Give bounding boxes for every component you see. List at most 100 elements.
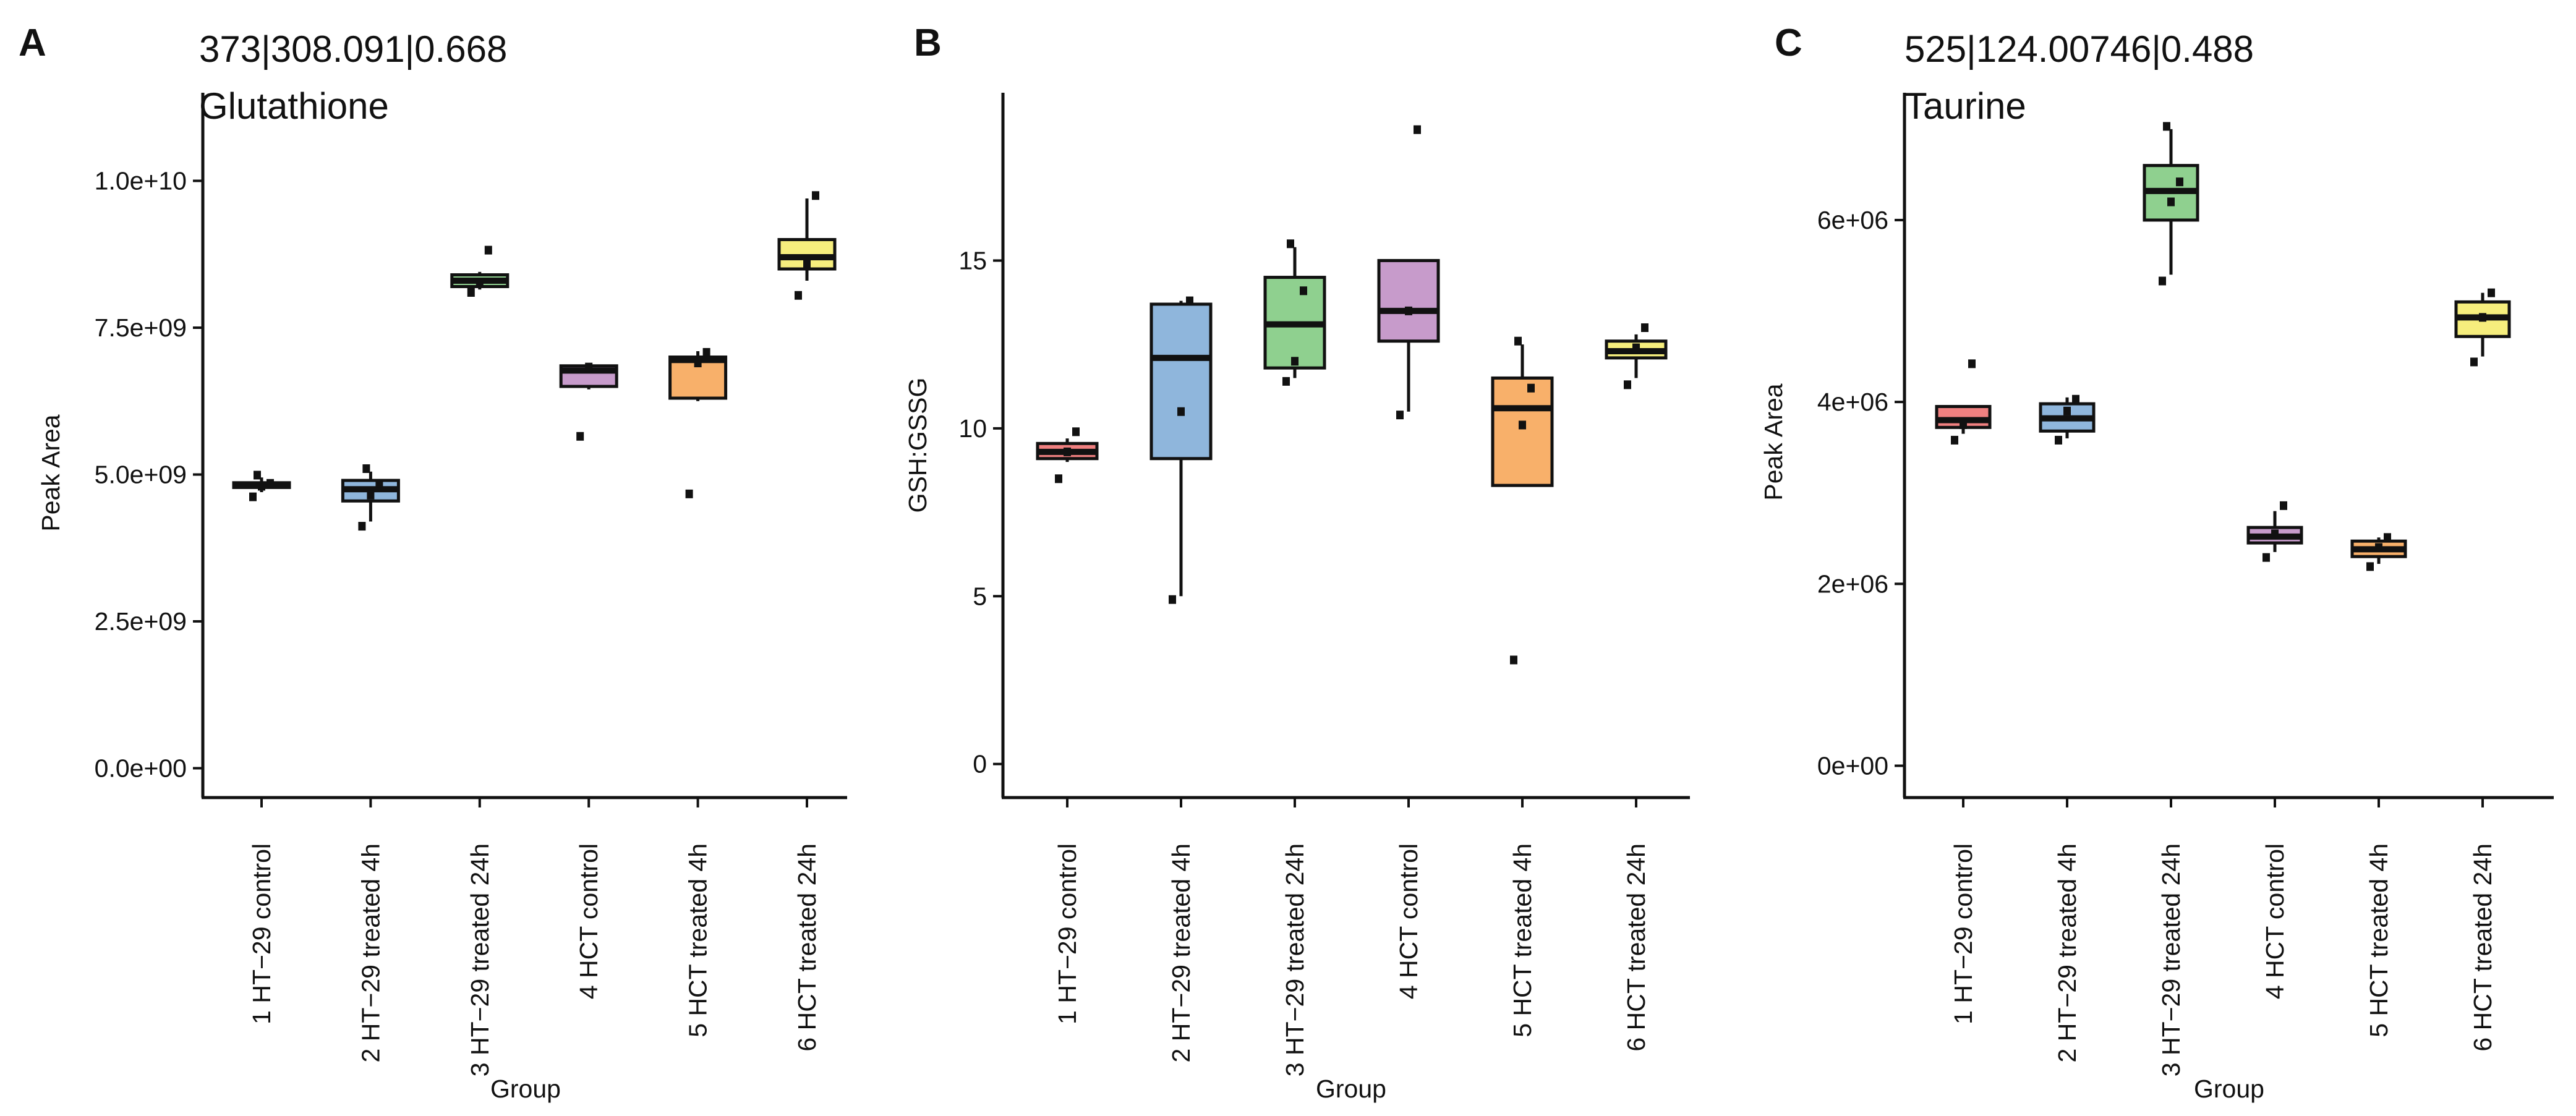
panel-c-group-label: 6 HCT treated 24h xyxy=(2468,843,2497,1052)
panel-a-data-point xyxy=(254,471,261,480)
panel-c-y-tick-label: 4e+06 xyxy=(1817,388,1888,416)
panel-letter-c: C xyxy=(1775,22,1802,64)
panel-c: C 525|124.00746|0.488 Taurine Peak Area … xyxy=(1759,22,2554,1103)
panel-b-data-point xyxy=(1064,447,1071,456)
panel-a-title-id: 373|308.091|0.668 xyxy=(199,28,507,70)
panel-c-group-label: 2 HT−29 treated 4h xyxy=(2053,843,2081,1062)
panel-b-data-point xyxy=(1072,427,1080,437)
panel-b-data-point xyxy=(1055,474,1062,483)
panel-b-data-point xyxy=(1396,411,1404,420)
panel-c-group-label: 5 HCT treated 4h xyxy=(2365,843,2393,1037)
panel-b-data-point xyxy=(1624,380,1631,390)
panel-a-data-point xyxy=(795,291,802,300)
panel-c-data-point xyxy=(2488,288,2495,297)
panel-b-data-point xyxy=(1632,343,1640,352)
panel-c-data-point xyxy=(1951,435,1958,445)
panel-letter-b: B xyxy=(914,22,942,64)
panel-a-data-point xyxy=(803,258,811,268)
panel-c-data-point xyxy=(2055,435,2062,445)
panel-b-data-point xyxy=(1291,357,1299,366)
panel-c-data-point xyxy=(2167,197,2175,207)
panel-c-data-point xyxy=(1968,359,1976,368)
panel-b-group-label: 1 HT−29 control xyxy=(1053,843,1081,1024)
panel-a-data-point xyxy=(702,347,710,357)
panel-a-data-point xyxy=(358,522,366,531)
panel-c-data-point xyxy=(2271,529,2279,539)
panel-c-data-point xyxy=(1960,420,1967,429)
panel-c-data-point xyxy=(2176,177,2183,187)
panel-a-y-tick-label: 7.5e+09 xyxy=(95,313,187,342)
panel-a-y-tick-label: 5.0e+09 xyxy=(95,461,187,489)
panel-c-data-point xyxy=(2159,276,2166,286)
panel-b-box xyxy=(1149,302,1213,461)
panel-c-data-point xyxy=(2384,533,2391,542)
panel-a-x-axis-label: Group xyxy=(490,1075,561,1103)
panel-a-group-label: 2 HT−29 treated 4h xyxy=(356,843,385,1062)
panel-letter-a: A xyxy=(19,22,46,64)
panel-c-y-tick-label: 6e+06 xyxy=(1817,206,1888,234)
panel-c-y-axis-label: Peak Area xyxy=(1759,383,1788,500)
panel-b-data-point xyxy=(1169,595,1176,604)
panel-c-x-axis-label: Group xyxy=(2194,1075,2264,1103)
panel-b-data-point xyxy=(1527,383,1535,393)
panel-a-group-label: 4 HCT control xyxy=(574,843,603,999)
panel-c-y-tick-label: 2e+06 xyxy=(1817,569,1888,598)
panel-b-y-axis-label: GSH:GSSG xyxy=(903,378,932,513)
panel-c-data-point xyxy=(2263,553,2270,562)
panel-a-data-point xyxy=(476,279,484,288)
panel-b-group-label: 4 HCT control xyxy=(1394,843,1423,999)
panel-a-y-tick-label: 0.0e+00 xyxy=(95,754,187,783)
panel-a-data-point xyxy=(367,490,375,500)
panel-b-group-label: 6 HCT treated 24h xyxy=(1622,843,1650,1052)
panel-b-data-point xyxy=(1405,306,1412,315)
panel-a-data-point xyxy=(362,464,370,473)
panel-a-data-point xyxy=(685,489,693,498)
panel-b-y-tick-label: 10 xyxy=(958,414,987,443)
panel-c-data-point xyxy=(2280,501,2287,510)
panel-c-data-point xyxy=(2063,406,2071,415)
panel-b: B GSH:GSSG Group 0 5 10 15 1 HT−29 control 2… xyxy=(903,22,1690,1103)
panel-a-group-label: 5 HCT treated 4h xyxy=(684,843,712,1037)
panel-b-data-point xyxy=(1282,377,1290,386)
panel-a-data-point xyxy=(267,479,274,488)
panel-a: A 373|308.091|0.668 Glutathione Peak Are… xyxy=(19,22,847,1103)
panel-a-data-point xyxy=(694,359,702,367)
panel-a-data-point xyxy=(467,288,475,297)
panel-a-group-label: 3 HT−29 treated 24h xyxy=(466,843,494,1076)
panel-c-data-point xyxy=(2072,394,2079,404)
panel-a-data-point xyxy=(258,482,265,491)
panel-b-data-point xyxy=(1641,323,1648,332)
panel-b-box xyxy=(1377,258,1440,343)
panel-b-x-axis-label: Group xyxy=(1316,1075,1386,1103)
panel-a-data-point xyxy=(576,432,584,441)
panel-c-data-point xyxy=(2375,543,2382,552)
panel-b-group-label: 2 HT−29 treated 4h xyxy=(1167,843,1195,1062)
panel-b-group-label: 3 HT−29 treated 24h xyxy=(1281,843,1309,1076)
panel-b-data-point xyxy=(1300,286,1307,296)
panel-b-data-point xyxy=(1177,407,1185,416)
panel-a-group-label: 1 HT−29 control xyxy=(247,843,276,1024)
panel-b-y-tick-label: 15 xyxy=(958,246,987,275)
panel-a-y-axis-label: Peak Area xyxy=(36,414,65,531)
panel-c-group-label: 3 HT−29 treated 24h xyxy=(2157,843,2185,1076)
panel-a-data-point xyxy=(375,479,383,488)
panel-b-data-point xyxy=(1514,336,1522,346)
panel-a-group-label: 6 HCT treated 24h xyxy=(793,843,821,1052)
panel-c-group-label: 1 HT−29 control xyxy=(1949,843,1977,1024)
panel-b-y-tick-label: 5 xyxy=(973,582,987,610)
panel-a-title-compound: Glutathione xyxy=(199,85,389,127)
panel-b-data-point xyxy=(1287,239,1294,249)
panel-b-data-point xyxy=(1186,296,1193,305)
panel-a-data-point xyxy=(249,492,257,501)
panel-a-data-point xyxy=(585,362,593,372)
panel-c-title-id: 525|124.00746|0.488 xyxy=(1904,28,2254,70)
panel-c-title-compound: Taurine xyxy=(1904,85,2026,127)
panel-c-data-point xyxy=(2479,313,2486,322)
panel-b-y-tick-label: 0 xyxy=(973,750,987,778)
panel-a-data-point xyxy=(812,191,819,200)
panel-c-data-point xyxy=(2366,562,2374,571)
panel-c-group-label: 4 HCT control xyxy=(2261,843,2289,999)
panel-c-data-point xyxy=(2163,122,2170,131)
panel-b-data-point xyxy=(1510,655,1517,665)
panel-b-data-point xyxy=(1519,420,1526,430)
